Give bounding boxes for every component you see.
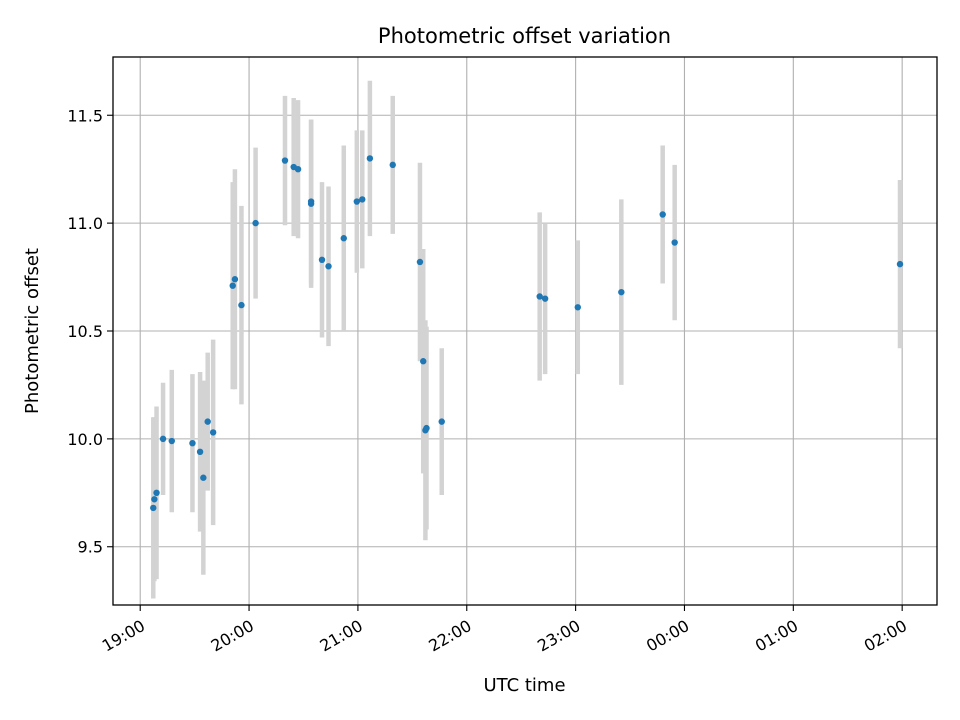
data-point [423,424,430,432]
data-point [209,429,217,436]
data-point [574,304,581,311]
y-tick-label: 11.5 [67,106,103,125]
data-point [659,211,666,218]
data-point [231,276,239,283]
data-point [896,260,904,268]
data-point [307,198,315,205]
y-axis-label: Photometric offset [22,248,43,414]
data-point [168,437,175,445]
y-tick-label: 10.0 [67,430,103,449]
data-point [196,448,204,456]
data-point [252,219,259,227]
y-axis-ticks: 9.5 10.0 10.5 11.0 11.5 [67,106,113,557]
data-point [420,358,427,365]
data-point [536,293,543,300]
data-point [238,301,245,309]
data-point [153,489,160,497]
data-point [541,295,549,302]
data-point [151,496,158,503]
data-point [159,435,167,443]
data-point [281,157,289,164]
chart-title: Photometric offset variation [378,24,671,48]
data-point [150,504,157,512]
y-tick-label: 11.0 [67,214,103,233]
data-point [416,258,424,266]
data-point [353,198,361,205]
data-point [389,161,396,169]
data-point [340,235,347,242]
data-points [150,155,904,512]
data-point [438,418,445,425]
y-tick-label: 10.5 [67,322,103,341]
data-point [229,282,236,289]
data-point [325,263,332,270]
y-tick-label: 9.5 [78,538,103,557]
data-point [318,256,326,264]
data-point [294,165,302,173]
data-point [671,239,678,246]
data-point [200,474,207,481]
data-point [189,439,196,447]
data-point [618,288,625,296]
x-axis-label: UTC time [483,675,565,696]
data-point [359,196,366,203]
data-point [366,155,374,162]
data-point [204,418,211,425]
